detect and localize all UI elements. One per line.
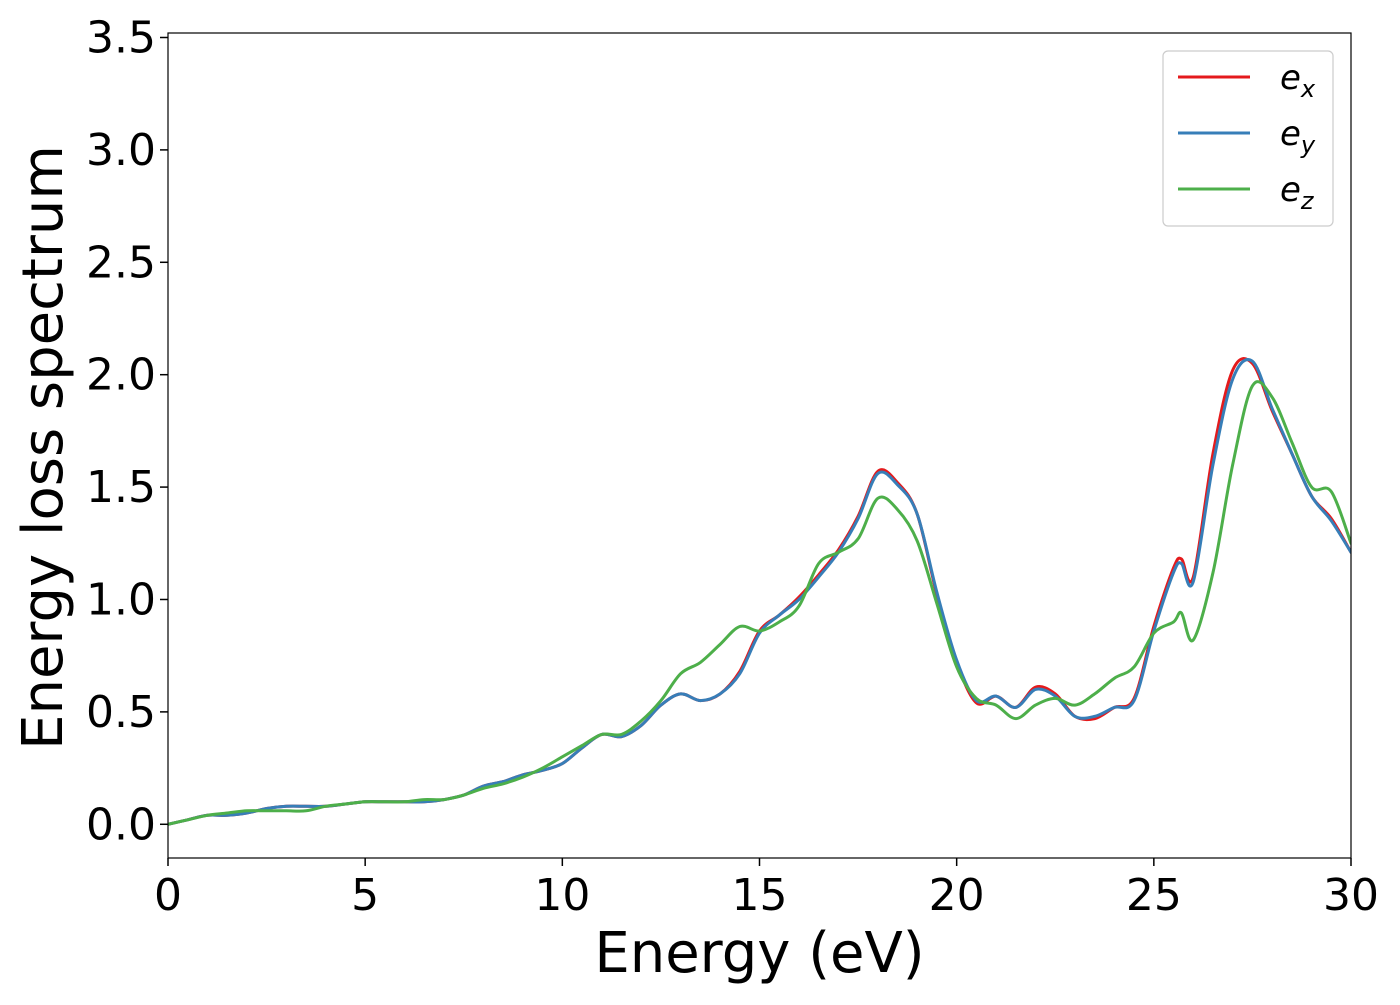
y-axis-title: Energy loss spectrum: [11, 145, 76, 750]
legend-box: [1162, 50, 1334, 227]
x-tick-label: 10: [534, 870, 590, 921]
y-tick-label: 3.5: [86, 12, 156, 63]
y-tick-label: 2.0: [86, 350, 156, 401]
y-tick-label: 2.5: [86, 237, 156, 288]
series-line-y: [168, 358, 1351, 826]
x-axis: 0 5 10 15 20 25 30: [154, 858, 1379, 921]
y-tick-label: 1.5: [86, 462, 156, 513]
y-axis: 0.0 0.5 1.0 1.5 2.0 2.5 3.0 3.5: [86, 12, 168, 850]
y-tick-label: 0.0: [86, 799, 156, 850]
y-tick-label: 3.0: [86, 125, 156, 176]
y-tick-label: 1.0: [86, 574, 156, 625]
legend-entry-z: ez: [1280, 170, 1315, 215]
x-tick-label: 5: [351, 870, 379, 921]
legend: ex ey ez: [1162, 50, 1334, 227]
x-tick-label: 30: [1323, 870, 1379, 921]
legend-entry-y: ey: [1280, 114, 1316, 159]
series-line-z: [168, 380, 1351, 826]
x-tick-label: 0: [154, 870, 182, 921]
legend-entry-x: ex: [1280, 58, 1316, 103]
x-axis-title: Energy (eV): [594, 921, 924, 986]
x-tick-label: 25: [1126, 870, 1182, 921]
x-tick-label: 15: [732, 870, 788, 921]
x-tick-label: 20: [929, 870, 985, 921]
series-line-x: [168, 357, 1351, 826]
y-tick-label: 0.5: [86, 687, 156, 738]
